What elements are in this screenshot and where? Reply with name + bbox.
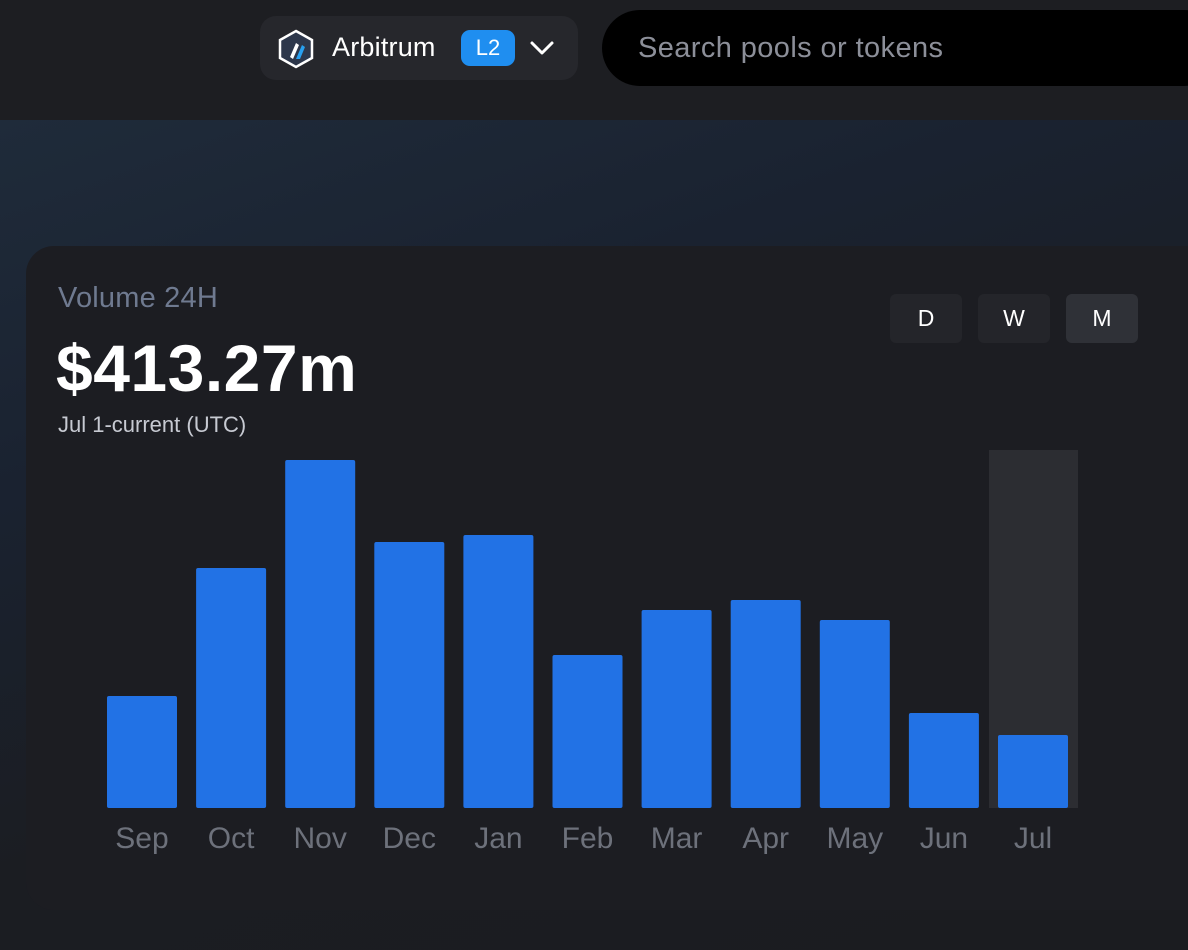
bar-nov[interactable] bbox=[285, 460, 356, 808]
x-axis-label-mar: Mar bbox=[651, 822, 703, 855]
bar-apr[interactable] bbox=[730, 600, 801, 808]
x-axis-label-jun: Jun bbox=[920, 822, 968, 855]
layer-badge: L2 bbox=[461, 30, 515, 66]
x-axis-label-sep: Sep bbox=[115, 822, 168, 855]
volume-title: Volume 24H bbox=[58, 282, 218, 314]
bar-jan[interactable] bbox=[463, 535, 534, 808]
timeframe-week-button[interactable]: W bbox=[978, 294, 1050, 343]
bar-oct[interactable] bbox=[196, 568, 267, 808]
search-input[interactable] bbox=[638, 10, 1188, 86]
bar-dec[interactable] bbox=[374, 542, 445, 808]
x-axis-label-apr: Apr bbox=[742, 822, 789, 855]
bar-mar[interactable] bbox=[641, 610, 712, 808]
arbitrum-logo-icon bbox=[278, 29, 314, 69]
bar-sep[interactable] bbox=[107, 696, 177, 808]
timeframe-day-button[interactable]: D bbox=[890, 294, 962, 343]
bar-jun[interactable] bbox=[908, 713, 979, 808]
bar-jul[interactable] bbox=[998, 735, 1068, 808]
x-axis-label-jul: Jul bbox=[1014, 822, 1052, 855]
x-axis-label-may: May bbox=[826, 822, 883, 855]
volume-period: Jul 1-current (UTC) bbox=[58, 412, 247, 437]
x-axis-label-nov: Nov bbox=[294, 822, 347, 855]
search-box[interactable] bbox=[602, 10, 1188, 86]
top-navigation-bar: Arbitrum L2 bbox=[0, 0, 1188, 120]
bar-feb[interactable] bbox=[552, 655, 623, 808]
chevron-down-icon[interactable] bbox=[528, 36, 556, 60]
network-selector[interactable]: Arbitrum L2 bbox=[260, 16, 578, 80]
x-axis-label-dec: Dec bbox=[383, 822, 436, 855]
x-axis-label-oct: Oct bbox=[208, 822, 255, 855]
x-axis-label-feb: Feb bbox=[562, 822, 614, 855]
bar-may[interactable] bbox=[819, 620, 890, 808]
x-axis-label-jan: Jan bbox=[474, 822, 522, 855]
network-name: Arbitrum bbox=[332, 32, 436, 62]
timeframe-month-button[interactable]: M bbox=[1066, 294, 1138, 343]
volume-value: $413.27m bbox=[56, 331, 358, 405]
